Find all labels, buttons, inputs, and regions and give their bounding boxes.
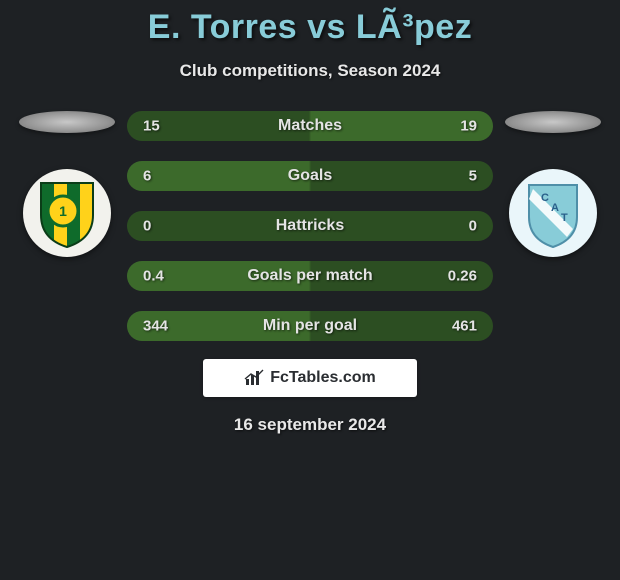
stat-right-value: 5 — [469, 168, 477, 185]
stat-left-value: 344 — [143, 318, 168, 335]
page-subtitle: Club competitions, Season 2024 — [180, 61, 441, 81]
stat-row: 0.4 Goals per match 0.26 — [127, 261, 493, 291]
stat-left-value: 6 — [143, 168, 151, 185]
stat-right-value: 0 — [469, 218, 477, 235]
stat-label: Hattricks — [276, 217, 344, 235]
stat-right-value: 0.26 — [448, 268, 477, 285]
stat-label: Goals per match — [247, 267, 372, 285]
player-shadow-right — [505, 111, 601, 133]
svg-text:A: A — [551, 202, 559, 214]
right-player-col: C A T — [493, 111, 613, 257]
page-title: E. Torres vs LÃ³pez — [148, 8, 472, 47]
team-crest-left-icon: 1 — [31, 177, 103, 249]
brand-text: FcTables.com — [270, 369, 376, 387]
bar-chart-icon — [244, 369, 266, 387]
stat-left-value: 15 — [143, 118, 160, 135]
stat-label: Goals — [288, 167, 332, 185]
stat-row: 0 Hattricks 0 — [127, 211, 493, 241]
stats-column: 15 Matches 19 6 Goals 5 0 Hattricks 0 0.4 Goals pe… — [127, 111, 493, 341]
team-badge-right: C A T — [509, 169, 597, 257]
stat-left-value: 0 — [143, 218, 151, 235]
svg-text:C: C — [541, 192, 549, 204]
stat-row: 6 Goals 5 — [127, 161, 493, 191]
comparison-card: E. Torres vs LÃ³pez Club competitions, S… — [0, 0, 620, 435]
stat-right-value: 461 — [452, 318, 477, 335]
svg-text:1: 1 — [59, 203, 67, 219]
comparison-body: 1 15 Matches 19 6 Goals 5 0 Hattricks 0 0.4 Goals … — [0, 111, 620, 341]
team-badge-left: 1 — [23, 169, 111, 257]
stat-row: 344 Min per goal 461 — [127, 311, 493, 341]
brand-label: FcTables.com — [244, 369, 376, 387]
team-crest-right-icon: C A T — [517, 177, 589, 249]
player-shadow-left — [19, 111, 115, 133]
stat-right-value: 19 — [460, 118, 477, 135]
date-label: 16 september 2024 — [234, 415, 386, 435]
stat-label: Min per goal — [263, 317, 357, 335]
stat-left-value: 0.4 — [143, 268, 164, 285]
stat-label: Matches — [278, 117, 342, 135]
brand-box: FcTables.com — [203, 359, 417, 397]
stat-row: 15 Matches 19 — [127, 111, 493, 141]
svg-text:T: T — [561, 212, 568, 224]
left-player-col: 1 — [7, 111, 127, 257]
